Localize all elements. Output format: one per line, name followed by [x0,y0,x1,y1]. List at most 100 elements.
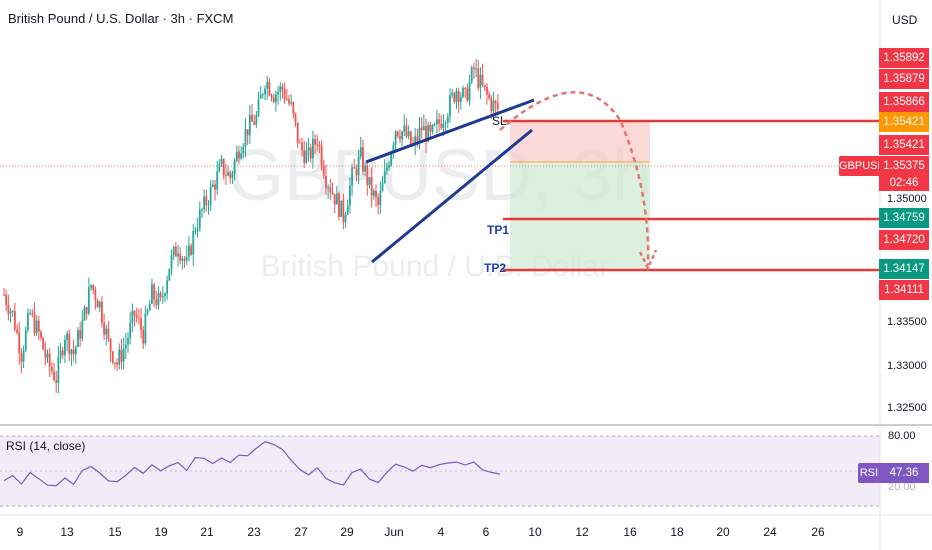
candle-body [440,123,443,129]
candle-body [277,92,280,95]
candle-body [292,102,295,114]
candle-body [155,299,158,306]
candle-body [462,88,464,97]
candle-body [248,114,251,136]
candle-body [496,103,499,110]
candle-body [433,123,436,126]
price-tag-tp1-2: 1.34720 [879,230,929,250]
candle-body [220,158,223,165]
candle-body [120,349,123,362]
candle-body [66,333,68,340]
candle-body [131,310,134,323]
candle-body [148,303,151,311]
candle-body [429,124,432,132]
candle-body [259,94,262,99]
candle-body [266,81,269,89]
candle-body [201,209,203,211]
date-label-8: Jun [384,525,404,539]
rsi-tag: RSI [858,463,880,483]
candle-body [372,190,375,196]
candle-body [446,116,449,123]
take-profit-zone [510,162,650,270]
candle-body [335,193,338,205]
candle-body [242,146,245,154]
candle-body [279,86,282,93]
date-label-3: 19 [154,525,168,539]
candle-body [418,127,421,141]
candle-body [133,310,136,316]
candle-body [477,68,480,88]
candle-body [298,142,301,144]
candle-body [414,136,417,145]
candle-body [451,92,454,95]
candle-body [318,144,321,146]
candle-body [81,320,84,339]
rsi-title[interactable]: RSI (14, close) [6,439,86,453]
candle-body [294,113,297,123]
candle-body [396,131,399,137]
candle-body [342,200,345,223]
candle-body [55,379,58,383]
candle-body [438,119,440,124]
tp2-label: TP2 [484,261,507,275]
candle-body [370,177,373,196]
candle-body [338,193,340,217]
candle-body [137,317,140,319]
candle-body [77,330,79,347]
candle-body [457,90,460,102]
candle-body [320,145,323,167]
candle-body [444,122,447,124]
rsi-value-tag: 47.36 [879,463,929,483]
candle-body [172,246,175,256]
candle-body [368,177,371,185]
candle-body [466,88,469,101]
candle-body [436,119,438,124]
candle-body [431,125,434,132]
candle-body [111,351,114,363]
candle-body [244,129,247,147]
candle-body [296,122,299,143]
candle-body [272,97,275,103]
candle-body [211,184,214,187]
candle-body [264,88,266,95]
candle-body [475,68,477,70]
candle-body [472,67,475,69]
candle-body [161,296,164,298]
candle-body [479,74,482,88]
candle-body [214,184,216,190]
price-tag-high-3: 1.35866 [879,92,929,112]
candle-body [116,362,119,365]
candle-body [340,200,343,217]
candle-body [46,353,49,358]
candle-body [87,287,90,314]
candle-body [362,147,364,172]
candle-body [409,131,412,145]
candle-body [9,311,12,314]
candle-body [192,230,195,255]
candle-body [98,301,101,308]
candle-body [303,150,306,163]
candle-body [403,125,406,132]
candle-body [205,196,208,206]
candle-body [122,348,125,362]
date-label-10: 6 [482,525,490,539]
symbol-tag: GBPUSD [839,156,885,176]
candle-body [401,131,404,140]
countdown-tag: 02:46 [879,175,929,191]
candle-body [198,209,201,229]
candle-body [142,330,145,344]
candle-body [449,94,451,117]
candle-body [3,294,5,296]
currency-label[interactable]: USD [892,13,918,27]
price-tag-sl: 1.35421 [879,112,929,132]
candle-body [492,100,495,112]
candle-body [314,138,316,145]
candle-body [346,205,349,215]
candle-body [70,349,73,355]
candle-body [407,131,410,137]
candle-body [486,86,488,95]
price-axis-label-4: 1.32500 [887,402,927,414]
candle-body [57,356,60,383]
candle-body [185,256,188,261]
